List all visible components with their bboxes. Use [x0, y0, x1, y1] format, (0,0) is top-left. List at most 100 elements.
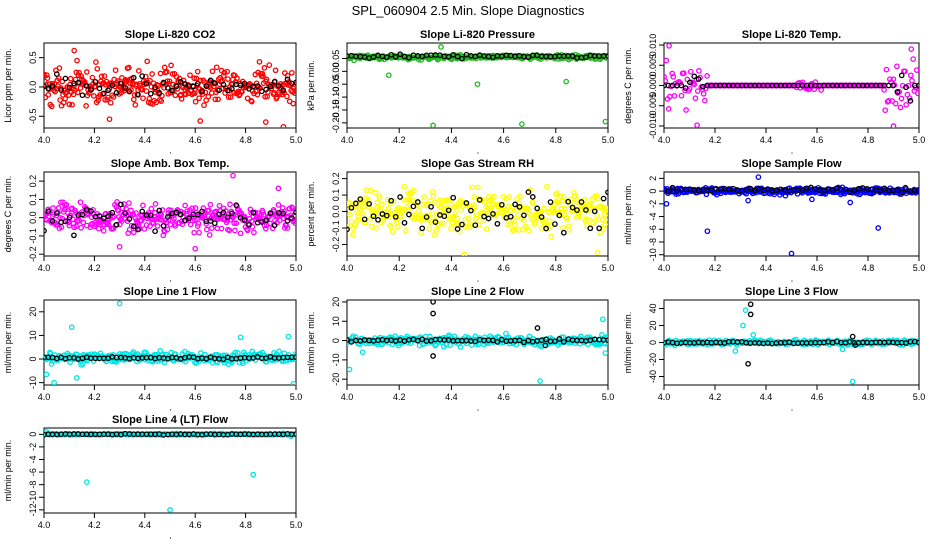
reference-point	[842, 186, 849, 193]
data-point	[472, 204, 478, 211]
data-point	[290, 100, 296, 107]
y-tick-label: 2	[648, 176, 658, 181]
x-tick-label: 4.6	[189, 135, 202, 145]
y-tick-label: 10	[331, 316, 341, 326]
x-tick-label: 4.0	[658, 263, 671, 273]
data-point	[193, 75, 200, 82]
reference-point	[173, 83, 180, 90]
data-point	[288, 69, 295, 76]
data-point	[586, 217, 593, 223]
data-point	[284, 93, 290, 100]
reference-point	[130, 223, 137, 230]
data-point	[594, 249, 601, 256]
data-point	[62, 95, 68, 102]
data-point	[576, 213, 583, 220]
reference-point	[388, 51, 395, 58]
data-point	[57, 199, 64, 206]
data-point	[475, 184, 481, 191]
data-point	[347, 366, 353, 373]
data-points	[664, 174, 919, 256]
reference-point	[605, 53, 608, 59]
data-point	[788, 250, 795, 256]
data-point	[83, 103, 89, 109]
y-tick-label: 0.05	[331, 50, 341, 68]
data-point	[158, 98, 165, 104]
data-point	[52, 88, 59, 95]
data-point	[234, 350, 241, 356]
reference-point	[229, 85, 235, 92]
reference-point	[445, 53, 452, 60]
reference-point	[207, 77, 214, 84]
data-point	[401, 183, 408, 190]
x-tick-label: 4.0	[38, 135, 51, 145]
data-point	[602, 118, 608, 125]
data-point	[875, 225, 882, 231]
data-point	[183, 210, 190, 217]
data-point	[57, 97, 63, 103]
x-tick-label: 4.0	[38, 392, 51, 402]
reference-point	[445, 207, 452, 214]
reference-point	[88, 208, 94, 214]
reference-point	[79, 92, 86, 99]
data-point	[347, 224, 351, 230]
data-point	[232, 349, 239, 356]
data-point	[44, 371, 50, 378]
reference-point	[246, 85, 252, 92]
chart-panel: Slope Li-820 Temp.degrees C per min.4.0 4…	[623, 29, 925, 154]
data-point	[215, 96, 221, 103]
x-tick-label: 4.8	[550, 392, 563, 402]
reference-point	[432, 219, 439, 225]
data-point	[448, 225, 454, 232]
data-point	[62, 204, 69, 211]
reference-point	[288, 215, 295, 221]
chart-title: Slope Line 1 Flow	[124, 286, 217, 298]
y-tick-label: -10	[648, 248, 658, 261]
data-point	[133, 210, 139, 216]
data-point	[227, 94, 234, 100]
y-tick-label: -0.05	[331, 74, 341, 95]
data-point	[599, 216, 606, 223]
data-point	[231, 220, 238, 227]
reference-point	[293, 209, 296, 216]
data-point	[83, 479, 90, 485]
reference-point	[160, 79, 167, 86]
reference-point	[194, 211, 201, 218]
data-point	[560, 194, 567, 200]
data-point	[601, 340, 608, 346]
data-point	[431, 232, 438, 238]
data-point	[211, 83, 217, 90]
y-tick-label: -40	[648, 370, 658, 383]
x-tick-label: 4.6	[497, 392, 510, 402]
data-point	[93, 59, 99, 65]
data-point	[221, 69, 228, 76]
y-tick-label: 0.0	[331, 205, 341, 218]
y-axis-label: ml/min per min.	[306, 312, 316, 374]
data-point	[227, 201, 233, 208]
y-axis-label: ml/min per min.	[3, 312, 13, 374]
data-point	[700, 90, 707, 97]
data-point	[256, 58, 263, 65]
reference-point	[109, 209, 116, 216]
reference-point	[216, 87, 222, 94]
data-point	[66, 222, 73, 229]
reference-point	[747, 311, 754, 318]
reference-point	[224, 214, 231, 221]
data-point	[71, 47, 78, 54]
y-tick-label: 0.0	[28, 81, 38, 94]
data-point	[432, 199, 438, 205]
data-point	[135, 68, 142, 74]
x-tick-label: 5.0	[602, 135, 615, 145]
reference-point	[890, 82, 896, 89]
x-tick-label: 5.0	[290, 135, 303, 145]
reference-point	[284, 217, 291, 224]
data-point	[78, 73, 85, 79]
data-point	[77, 199, 84, 206]
reference-point	[894, 187, 901, 193]
data-point	[45, 92, 52, 98]
data-point	[890, 123, 897, 128]
data-point	[263, 76, 270, 83]
data-point	[44, 72, 50, 78]
reference-point	[246, 222, 252, 228]
